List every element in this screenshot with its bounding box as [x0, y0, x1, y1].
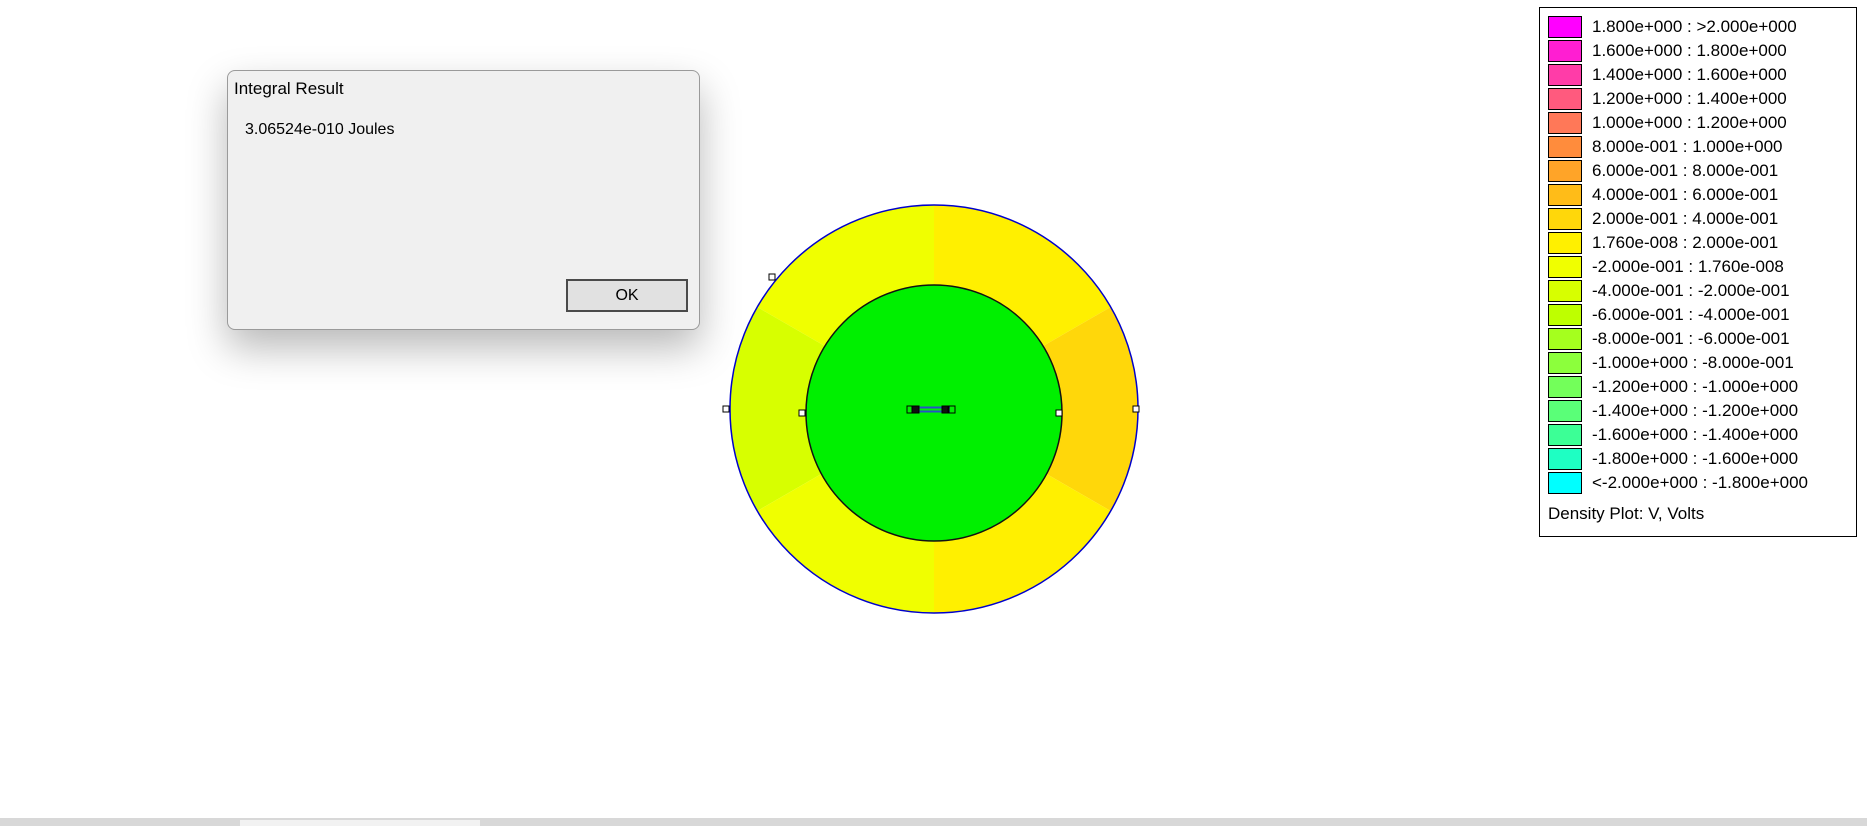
legend-entry: -1.000e+000 : -8.000e-001	[1548, 351, 1794, 375]
legend-label: 1.000e+000 : 1.200e+000	[1592, 113, 1787, 132]
legend-entry: -1.400e+000 : -1.200e+000	[1548, 399, 1798, 423]
legend-entry: 1.400e+000 : 1.600e+000	[1548, 63, 1787, 87]
legend-label: 1.800e+000 : >2.000e+000	[1592, 17, 1797, 36]
legend-label: -4.000e-001 : -2.000e-001	[1592, 281, 1790, 300]
legend-label: -1.600e+000 : -1.400e+000	[1592, 425, 1799, 444]
legend-label: 6.000e-001 : 8.000e-001	[1592, 161, 1779, 180]
legend-entry: 1.800e+000 : >2.000e+000	[1548, 15, 1797, 39]
integral-result-value: 3.06524e-010 Joules	[245, 121, 395, 138]
legend-swatch	[1548, 352, 1582, 374]
legend-swatch	[1548, 304, 1582, 326]
legend-swatch	[1548, 208, 1582, 230]
legend-swatch	[1548, 136, 1582, 158]
legend-label: 1.600e+000 : 1.800e+000	[1592, 41, 1787, 60]
legend-entry: -1.600e+000 : -1.400e+000	[1548, 423, 1798, 447]
legend-entry: -1.800e+000 : -1.600e+000	[1548, 447, 1798, 471]
legend-label: <-2.000e+000 : -1.800e+000	[1592, 473, 1808, 492]
legend-label: -1.400e+000 : -1.200e+000	[1592, 401, 1799, 420]
legend-entry: <-2.000e+000 : -1.800e+000	[1548, 471, 1808, 495]
legend-entry: 1.000e+000 : 1.200e+000	[1548, 111, 1787, 135]
legend-swatch	[1548, 280, 1582, 302]
legend-entry: -8.000e-001 : -6.000e-001	[1548, 327, 1790, 351]
conductor	[906, 405, 956, 414]
legend-entry: -2.000e-001 : 1.760e-008	[1548, 255, 1784, 279]
legend-swatch	[1548, 160, 1582, 182]
legend-entry: -4.000e-001 : -2.000e-001	[1548, 279, 1790, 303]
legend-entry: 1.600e+000 : 1.800e+000	[1548, 39, 1787, 63]
legend-label: 1.200e+000 : 1.400e+000	[1592, 89, 1787, 108]
legend-entry: 2.000e-001 : 4.000e-001	[1548, 207, 1778, 231]
legend-label: -1.800e+000 : -1.600e+000	[1592, 449, 1799, 468]
legend-label: 4.000e-001 : 6.000e-001	[1592, 185, 1779, 204]
bottom-scrollbar-thumb[interactable]	[240, 820, 480, 826]
dialog-title: Integral Result	[234, 79, 344, 98]
legend-label: 1.400e+000 : 1.600e+000	[1592, 65, 1787, 84]
legend-entry: 1.760e-008 : 2.000e-001	[1548, 231, 1778, 255]
inner-disk	[805, 284, 1063, 542]
legend-swatch	[1548, 16, 1582, 38]
legend-label: -8.000e-001 : -6.000e-001	[1592, 329, 1790, 348]
legend-swatch	[1548, 472, 1582, 494]
legend-entry: -1.200e+000 : -1.000e+000	[1548, 375, 1798, 399]
legend-title: Density Plot: V, Volts	[1548, 504, 1705, 523]
density-legend: 1.800e+000 : >2.000e+000 1.600e+000 : 1.8…	[1539, 7, 1857, 537]
legend-entry: 8.000e-001 : 1.000e+000	[1548, 135, 1782, 159]
legend-swatch	[1548, 232, 1582, 254]
legend-swatch	[1548, 88, 1582, 110]
legend-swatch	[1548, 400, 1582, 422]
legend-swatch	[1548, 424, 1582, 446]
integral-result-dialog: Integral Result 3.06524e-010 Joules OK	[227, 70, 700, 330]
legend-label: 1.760e-008 : 2.000e-001	[1592, 233, 1779, 252]
ok-button[interactable]: OK	[566, 279, 688, 312]
legend-swatch	[1548, 64, 1582, 86]
legend-swatch	[1548, 448, 1582, 470]
legend-label: 2.000e-001 : 4.000e-001	[1592, 209, 1779, 228]
mesh-nodes	[722, 273, 1140, 417]
legend-entry: 1.200e+000 : 1.400e+000	[1548, 87, 1787, 111]
legend-label: -1.000e+000 : -8.000e-001	[1592, 353, 1794, 372]
legend-swatch	[1548, 256, 1582, 278]
legend-swatch	[1548, 184, 1582, 206]
legend-entry: 6.000e-001 : 8.000e-001	[1548, 159, 1778, 183]
legend-swatch	[1548, 328, 1582, 350]
legend-label: -6.000e-001 : -4.000e-001	[1592, 305, 1790, 324]
legend-swatch	[1548, 112, 1582, 134]
legend-label: -2.000e-001 : 1.760e-008	[1592, 257, 1784, 276]
legend-label: -1.200e+000 : -1.000e+000	[1592, 377, 1799, 396]
legend-swatch	[1548, 40, 1582, 62]
legend-swatch	[1548, 376, 1582, 398]
legend-label: 8.000e-001 : 1.000e+000	[1592, 137, 1783, 156]
bottom-scrollbar[interactable]	[0, 818, 1867, 826]
legend-entry: -6.000e-001 : -4.000e-001	[1548, 303, 1790, 327]
legend-entry: 4.000e-001 : 6.000e-001	[1548, 183, 1778, 207]
